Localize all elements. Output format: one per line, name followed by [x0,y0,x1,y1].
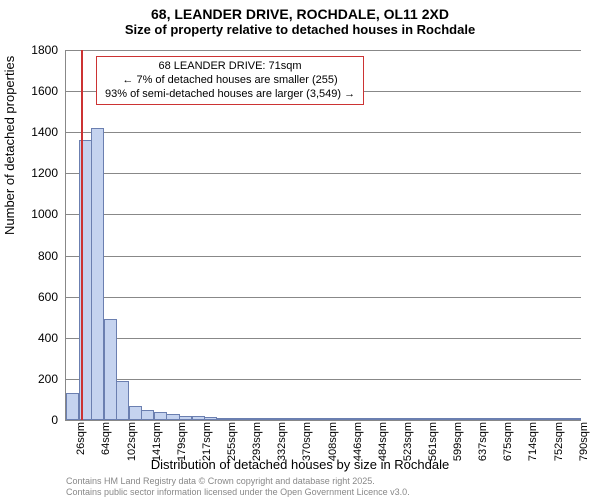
x-tick-label: 637sqm [477,422,489,461]
bar [91,128,104,420]
bar [104,319,117,420]
bar [116,381,129,420]
y-tick-label: 200 [18,372,58,386]
bar [242,418,255,420]
x-tick-label: 484sqm [377,422,389,461]
bar [166,414,179,420]
y-axis-label: Number of detached properties [2,56,17,235]
x-tick-label: 26sqm [75,422,87,455]
annotation-line-2: ← 7% of detached houses are smaller (255… [105,74,355,88]
x-tick-label: 370sqm [301,422,313,461]
bar [493,418,506,420]
x-tick-label: 599sqm [452,422,464,461]
x-tick-label: 141sqm [151,422,163,461]
x-tick-label: 446sqm [352,422,364,461]
bar [506,418,519,420]
bar [531,418,544,420]
title-address: 68, LEANDER DRIVE, ROCHDALE, OL11 2XD [0,6,600,22]
bar [317,418,330,420]
bar [355,418,368,420]
x-tick-label: 523sqm [402,422,414,461]
y-tick-label: 400 [18,331,58,345]
bar [192,416,205,420]
x-tick-label: 790sqm [578,422,590,461]
y-tick-label: 1600 [18,84,58,98]
bar [481,418,494,420]
x-tick-label: 752sqm [553,422,565,461]
bar [455,418,468,420]
chart-area: 68 LEANDER DRIVE: 71sqm ← 7% of detached… [65,50,581,421]
bar [66,393,79,420]
marker-line [81,50,83,420]
x-tick-label: 255sqm [226,422,238,461]
bars [66,50,581,420]
x-axis-label: Distribution of detached houses by size … [0,457,600,472]
annotation-box: 68 LEANDER DRIVE: 71sqm ← 7% of detached… [96,56,364,105]
y-tick-label: 600 [18,290,58,304]
annotation-line-3: 93% of semi-detached houses are larger (… [105,88,355,102]
bar [217,418,230,420]
bar [418,418,431,420]
bar [292,418,305,420]
y-tick-labels: 020040060080010001200140016001800 [18,50,62,420]
bar [229,418,242,420]
y-tick-label: 1200 [18,166,58,180]
x-tick-label: 714sqm [527,422,539,461]
footer-line-2: Contains public sector information licen… [66,487,410,498]
x-tick-label: 179sqm [176,422,188,461]
x-tick-label: 102sqm [126,422,138,461]
bar [129,406,142,420]
x-tick-label: 217sqm [201,422,213,461]
x-tick-labels: 26sqm64sqm102sqm141sqm179sqm217sqm255sqm… [65,422,580,454]
bar [179,416,192,420]
bar [267,418,280,420]
y-tick-label: 1000 [18,207,58,221]
bar [518,418,531,420]
title-subtitle: Size of property relative to detached ho… [0,22,600,37]
annotation-line-1: 68 LEANDER DRIVE: 71sqm [105,60,355,74]
y-tick-label: 800 [18,249,58,263]
bar [330,418,343,420]
footer: Contains HM Land Registry data © Crown c… [66,476,410,498]
footer-line-1: Contains HM Land Registry data © Crown c… [66,476,410,487]
bar [342,418,355,420]
x-tick-label: 293sqm [251,422,263,461]
x-tick-label: 64sqm [100,422,112,455]
bar [568,418,581,420]
bar [367,418,380,420]
bar [154,412,167,420]
x-tick-label: 561sqm [427,422,439,461]
bar [141,410,154,420]
bar [405,418,418,420]
x-tick-label: 332sqm [276,422,288,461]
y-tick-label: 1400 [18,125,58,139]
bar [280,418,293,420]
bar [543,418,556,420]
y-tick-label: 0 [18,413,58,427]
x-tick-label: 675sqm [502,422,514,461]
bar [393,418,406,420]
bar [305,418,318,420]
title-block: 68, LEANDER DRIVE, ROCHDALE, OL11 2XD Si… [0,0,600,37]
x-tick-label: 408sqm [327,422,339,461]
bar [556,418,569,420]
bar [430,418,443,420]
bar [254,418,267,420]
bar [443,418,456,420]
bar [468,418,481,420]
y-tick-label: 1800 [18,43,58,57]
bar [380,418,393,420]
bar [204,417,217,420]
chart-container: 68, LEANDER DRIVE, ROCHDALE, OL11 2XD Si… [0,0,600,500]
